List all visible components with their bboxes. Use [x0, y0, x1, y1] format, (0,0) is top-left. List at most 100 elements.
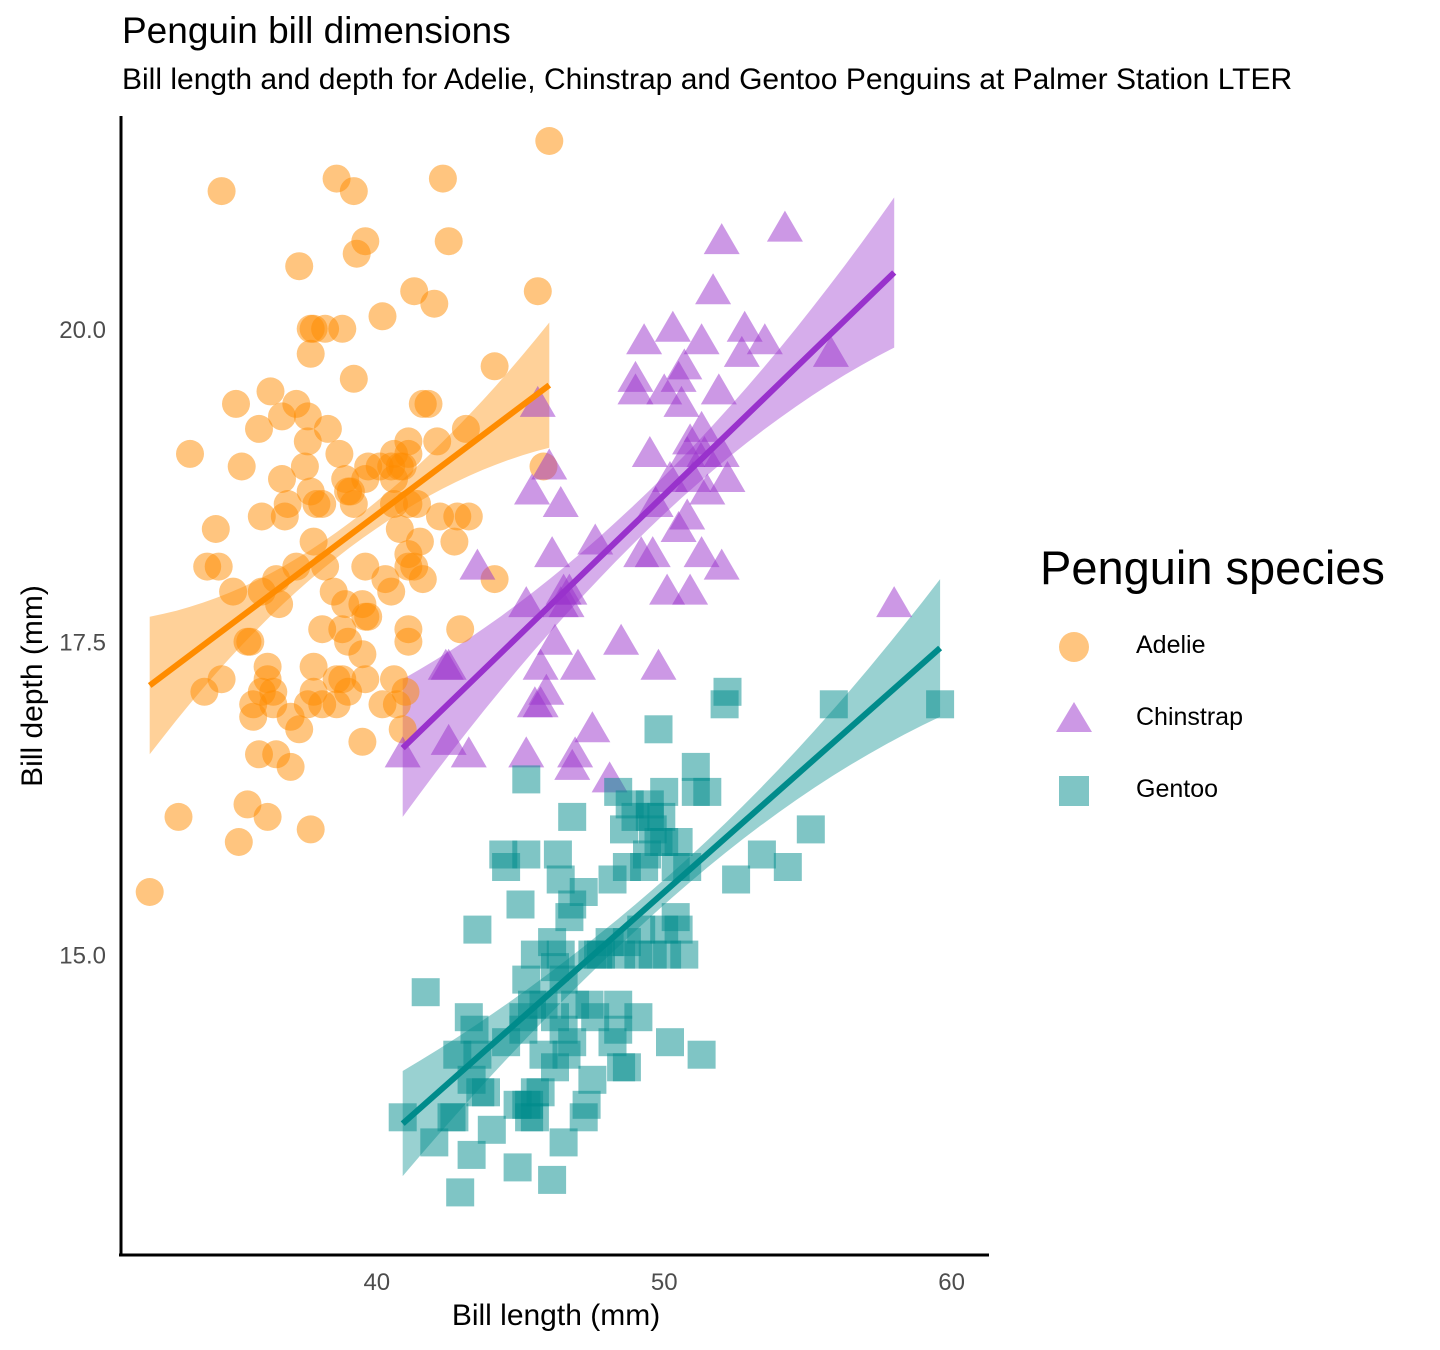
- data-point-adelie: [388, 715, 417, 744]
- data-point-chinstrap: [876, 586, 913, 618]
- data-point-adelie: [385, 515, 414, 543]
- data-point-adelie: [440, 527, 469, 556]
- data-point-adelie: [339, 177, 368, 206]
- data-point-gentoo: [656, 1028, 684, 1057]
- data-point-adelie: [451, 414, 480, 443]
- data-point-adelie: [296, 815, 325, 844]
- data-point-chinstrap: [672, 573, 709, 605]
- data-point-gentoo: [681, 752, 710, 781]
- data-point-chinstrap: [626, 323, 663, 355]
- data-point-adelie: [299, 527, 328, 556]
- triangle-icon: [1056, 702, 1092, 732]
- data-point-gentoo: [512, 840, 541, 869]
- data-point-gentoo: [457, 1140, 486, 1169]
- x-axis-ticks: 40 50 60: [363, 1269, 965, 1296]
- data-point-chinstrap: [726, 310, 763, 342]
- data-point-adelie: [377, 577, 406, 606]
- data-point-adelie: [308, 490, 337, 518]
- data-point-chinstrap: [531, 448, 568, 480]
- data-points: [135, 127, 955, 1207]
- data-point-chinstrap: [683, 323, 720, 355]
- trend-lines: [147, 270, 943, 1126]
- data-point-adelie: [434, 227, 463, 256]
- data-point-adelie: [285, 252, 314, 281]
- data-point-gentoo: [506, 890, 535, 919]
- data-point-chinstrap: [683, 410, 720, 442]
- data-point-adelie: [348, 727, 377, 756]
- data-point-gentoo: [411, 978, 440, 1007]
- data-point-gentoo: [558, 802, 587, 831]
- data-point-chinstrap: [577, 523, 614, 555]
- data-point-gentoo: [664, 915, 693, 944]
- data-point-adelie: [339, 490, 368, 518]
- data-point-gentoo: [647, 802, 676, 831]
- data-point-gentoo: [546, 940, 575, 969]
- data-point-adelie: [351, 227, 380, 256]
- data-point-adelie: [446, 615, 475, 644]
- square-icon: [1059, 776, 1089, 806]
- trend-line-gentoo: [400, 645, 943, 1126]
- data-point-adelie: [351, 552, 380, 581]
- trend-line-chinstrap: [400, 270, 897, 751]
- data-point-adelie: [325, 439, 354, 468]
- legend-key-adelie: [1059, 632, 1089, 662]
- data-point-adelie: [247, 502, 276, 531]
- data-point-adelie: [233, 790, 262, 819]
- legend-label-gentoo: Gentoo: [1136, 775, 1219, 803]
- data-point-gentoo: [644, 715, 673, 744]
- data-point-gentoo: [558, 1028, 587, 1057]
- data-point-chinstrap: [654, 310, 691, 342]
- data-point-adelie: [400, 277, 429, 306]
- y-tick-label: 15.0: [59, 943, 106, 970]
- y-axis-title: Bill depth (mm): [16, 585, 49, 787]
- trend-line-adelie: [147, 382, 552, 688]
- y-axis-ticks: 15.0 17.5 20.0: [59, 317, 106, 970]
- legend: Penguin species Adelie Chinstrap Gentoo: [1040, 540, 1430, 825]
- data-point-adelie: [403, 490, 431, 518]
- data-point-chinstrap: [649, 573, 686, 605]
- data-point-chinstrap: [514, 473, 551, 505]
- data-point-gentoo: [477, 1115, 506, 1144]
- data-point-adelie: [394, 439, 423, 468]
- data-point-adelie: [339, 364, 368, 393]
- data-point-adelie: [253, 652, 282, 681]
- x-tick-label: 60: [938, 1269, 965, 1296]
- data-point-chinstrap: [634, 536, 671, 568]
- data-point-chinstrap: [430, 723, 467, 755]
- data-point-adelie: [164, 802, 193, 831]
- data-point-adelie: [299, 652, 328, 681]
- chart-title: Penguin bill dimensions: [122, 10, 511, 51]
- data-point-gentoo: [538, 1165, 567, 1194]
- data-point-gentoo: [693, 777, 722, 806]
- legend-item-chinstrap: Chinstrap: [1040, 681, 1430, 753]
- data-point-adelie: [535, 127, 564, 155]
- data-point-chinstrap: [695, 273, 732, 305]
- data-point-gentoo: [664, 828, 693, 856]
- data-point-adelie: [420, 289, 449, 318]
- data-point-adelie: [391, 677, 420, 706]
- data-point-adelie: [224, 828, 253, 856]
- data-point-adelie: [354, 602, 383, 631]
- data-point-gentoo: [819, 690, 848, 719]
- data-point-chinstrap: [384, 736, 421, 768]
- data-point-adelie: [219, 577, 248, 606]
- x-axis-title: Bill length (mm): [452, 1299, 660, 1332]
- data-point-chinstrap: [459, 548, 496, 580]
- data-point-chinstrap: [542, 486, 579, 518]
- data-point-adelie: [268, 465, 296, 493]
- data-point-adelie: [207, 665, 236, 694]
- data-point-chinstrap: [617, 360, 654, 392]
- legend-key-gentoo: [1059, 776, 1089, 806]
- data-point-gentoo: [446, 1178, 475, 1207]
- x-tick-label: 50: [651, 1269, 678, 1296]
- data-point-gentoo: [440, 1103, 469, 1132]
- legend-item-gentoo: Gentoo: [1040, 753, 1430, 825]
- data-point-chinstrap: [812, 335, 849, 367]
- data-point-gentoo: [520, 1103, 549, 1132]
- data-point-adelie: [290, 452, 319, 481]
- data-point-adelie: [293, 402, 322, 431]
- data-point-adelie: [207, 177, 236, 206]
- data-point-gentoo: [747, 840, 776, 869]
- data-point-adelie: [454, 502, 483, 531]
- data-point-adelie: [328, 314, 357, 343]
